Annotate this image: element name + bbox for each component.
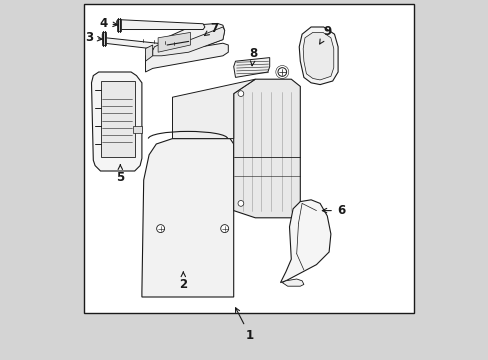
Circle shape — [220, 225, 228, 233]
Polygon shape — [282, 279, 303, 286]
Polygon shape — [102, 34, 176, 51]
Polygon shape — [233, 79, 300, 218]
Text: 6: 6 — [322, 204, 345, 217]
Polygon shape — [117, 19, 121, 31]
Polygon shape — [101, 81, 134, 157]
Polygon shape — [117, 20, 204, 30]
Polygon shape — [145, 43, 228, 72]
Polygon shape — [233, 58, 269, 77]
Polygon shape — [142, 139, 233, 297]
Polygon shape — [133, 126, 142, 133]
Polygon shape — [152, 23, 224, 56]
Polygon shape — [237, 88, 294, 209]
Polygon shape — [172, 79, 255, 139]
Text: 2: 2 — [179, 272, 187, 291]
Polygon shape — [152, 27, 224, 56]
Polygon shape — [102, 32, 106, 45]
Text: 1: 1 — [235, 308, 253, 342]
Text: 4: 4 — [99, 17, 117, 30]
Polygon shape — [299, 27, 337, 85]
Polygon shape — [303, 32, 333, 80]
Circle shape — [156, 225, 164, 233]
Text: 3: 3 — [85, 31, 102, 44]
Text: 5: 5 — [116, 165, 124, 184]
Text: 9: 9 — [319, 25, 331, 44]
Polygon shape — [84, 4, 413, 313]
Polygon shape — [91, 72, 142, 171]
Polygon shape — [158, 32, 190, 52]
Polygon shape — [280, 200, 330, 283]
Polygon shape — [145, 45, 152, 61]
Circle shape — [277, 68, 286, 76]
Circle shape — [238, 201, 244, 206]
Text: 7: 7 — [204, 22, 218, 36]
Text: 8: 8 — [249, 47, 257, 66]
Circle shape — [238, 91, 244, 96]
